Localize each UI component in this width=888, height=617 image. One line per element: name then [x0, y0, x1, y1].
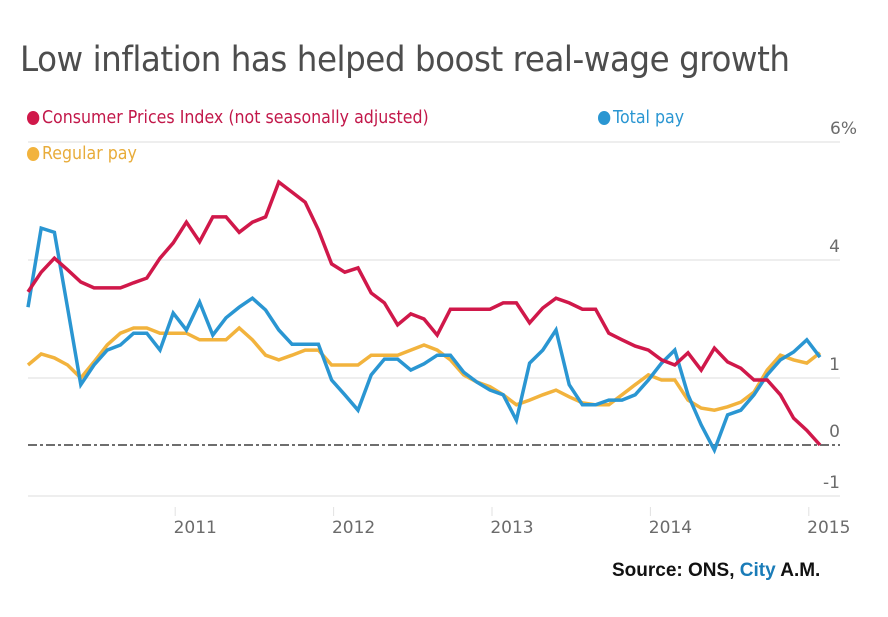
y-tick-label: 0	[829, 422, 840, 442]
x-tick-label: 2011	[174, 518, 217, 538]
series-lines	[26, 179, 822, 455]
legend-label-cpi: Consumer Prices Index (not seasonally ad…	[41, 107, 429, 128]
x-tick-label: 2014	[649, 518, 692, 538]
x-axis-ticks: 2011 2012 2013 2014 2015	[174, 507, 850, 538]
y-tick-label: -1	[823, 473, 840, 493]
chart-title: Low inflation has helped boost real-wage…	[20, 40, 790, 80]
legend-dot-icon-regular-pay	[27, 146, 40, 161]
legend-label-regular-pay: Regular pay	[41, 143, 137, 164]
y-tick-label: 1	[829, 355, 840, 375]
legend-item-total-pay: Total pay	[598, 107, 684, 128]
y-tick-label: 4	[829, 237, 840, 257]
x-tick-label: 2013	[490, 518, 533, 538]
y-tick-label: 6%	[830, 119, 857, 139]
source-note: Source: ONS, City A.M.	[612, 560, 820, 582]
legend-dot-icon-cpi	[27, 110, 40, 125]
legend-label-total-pay: Total pay	[612, 107, 685, 128]
source-prefix: Source: ONS,	[612, 560, 740, 581]
y-axis-ticks: 6% 4 1 0 -1	[823, 119, 857, 493]
series-line-consumer-prices-index-not-seasonally-adjusted	[26, 179, 822, 447]
legend-item-regular-pay: Regular pay	[27, 143, 137, 164]
gridlines	[28, 141, 840, 497]
source-brand: City	[739, 560, 776, 581]
x-tick-label: 2015	[807, 518, 850, 538]
x-tick-label: 2012	[332, 518, 375, 538]
legend-dot-icon-total-pay	[598, 110, 611, 125]
series-line-regular-pay	[26, 325, 822, 412]
series-line-total-pay	[26, 225, 822, 455]
source-suffix: A.M.	[775, 560, 821, 581]
legend-item-cpi: Consumer Prices Index (not seasonally ad…	[27, 107, 429, 128]
